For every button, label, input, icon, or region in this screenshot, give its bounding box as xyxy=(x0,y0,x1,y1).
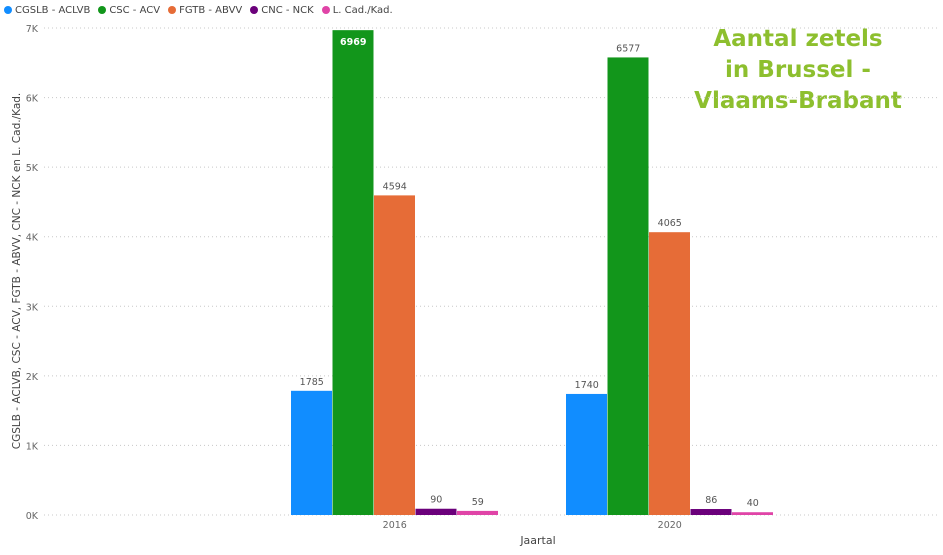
legend-item[interactable]: FGTB - ABVV xyxy=(168,5,242,16)
y-tick-label: 0K xyxy=(26,511,39,522)
data-label: 40 xyxy=(747,498,759,509)
data-label: 1785 xyxy=(300,377,324,388)
data-label: 4594 xyxy=(383,181,407,192)
legend-label: CGSLB - ACLVB xyxy=(15,4,91,16)
bar[interactable] xyxy=(732,512,773,515)
bar[interactable] xyxy=(374,195,415,515)
legend-label: CSC - ACV xyxy=(109,4,161,16)
y-tick-label: 7K xyxy=(26,24,39,35)
chart-title-line-2: in Brussel - xyxy=(725,57,871,83)
bar[interactable] xyxy=(291,390,332,515)
x-tick-label: 2016 xyxy=(383,520,407,531)
data-labels: 1785 6969 4594 90 59 1740 6577 4065 86 40 xyxy=(300,37,759,509)
bar[interactable] xyxy=(566,393,607,515)
legend-item[interactable]: CNC - NCK xyxy=(250,4,314,16)
y-tick-label: 3K xyxy=(26,302,39,313)
data-label: 86 xyxy=(705,495,717,506)
legend-label: FGTB - ABVV xyxy=(179,4,243,16)
bars xyxy=(291,30,773,516)
bar[interactable] xyxy=(332,30,374,516)
chart-title-line-1: Aantal zetels xyxy=(713,26,883,52)
y-tick-label: 5K xyxy=(26,163,39,174)
data-label: 1740 xyxy=(575,380,599,391)
legend-marker xyxy=(168,6,177,14)
legend-label: CNC - NCK xyxy=(261,4,314,16)
y-tick-label: 6K xyxy=(26,94,39,105)
chart-title-line-3: Vlaams-Brabant xyxy=(694,88,902,114)
data-label: 6577 xyxy=(616,43,640,54)
y-axis-ticks: 0K 1K 2K 3K 4K 5K 6K 7K xyxy=(26,24,39,522)
legend-item[interactable]: CGSLB - ACLVB xyxy=(4,5,90,16)
x-tick-label: 2020 xyxy=(658,520,682,531)
data-label: 6969 xyxy=(340,37,366,48)
bar[interactable] xyxy=(649,232,690,515)
bar[interactable] xyxy=(607,57,649,516)
x-axis-title: Jaartal xyxy=(519,534,555,547)
gridlines xyxy=(44,27,940,516)
bar[interactable] xyxy=(457,510,498,515)
legend-marker xyxy=(98,6,107,14)
bar[interactable] xyxy=(690,509,732,515)
chart-title: Aantal zetels in Brussel - Vlaams-Braban… xyxy=(683,24,913,117)
legend-marker xyxy=(321,6,330,14)
y-tick-label: 2K xyxy=(26,372,39,383)
data-label: 4065 xyxy=(658,218,682,229)
legend-item[interactable]: CSC - ACV xyxy=(98,5,160,16)
bar[interactable] xyxy=(415,508,457,515)
data-label: 59 xyxy=(472,497,484,508)
data-label: 90 xyxy=(430,495,442,506)
y-axis-title: CGSLB - ACLVB, CSC - ACV, FGTB - ABVV, C… xyxy=(11,93,23,450)
x-axis-ticks: 2016 2020 xyxy=(383,520,682,531)
chart-legend: CGSLB - ACLVB CSC - ACV FGTB - ABVV CNC - N… xyxy=(4,2,401,18)
legend-item[interactable]: L. Cad./Kad. xyxy=(321,4,393,16)
y-tick-label: 4K xyxy=(26,233,39,244)
y-tick-label: 1K xyxy=(26,441,39,452)
legend-marker xyxy=(4,6,12,14)
legend-marker xyxy=(250,6,259,14)
legend-label: L. Cad./Kad. xyxy=(332,4,393,16)
